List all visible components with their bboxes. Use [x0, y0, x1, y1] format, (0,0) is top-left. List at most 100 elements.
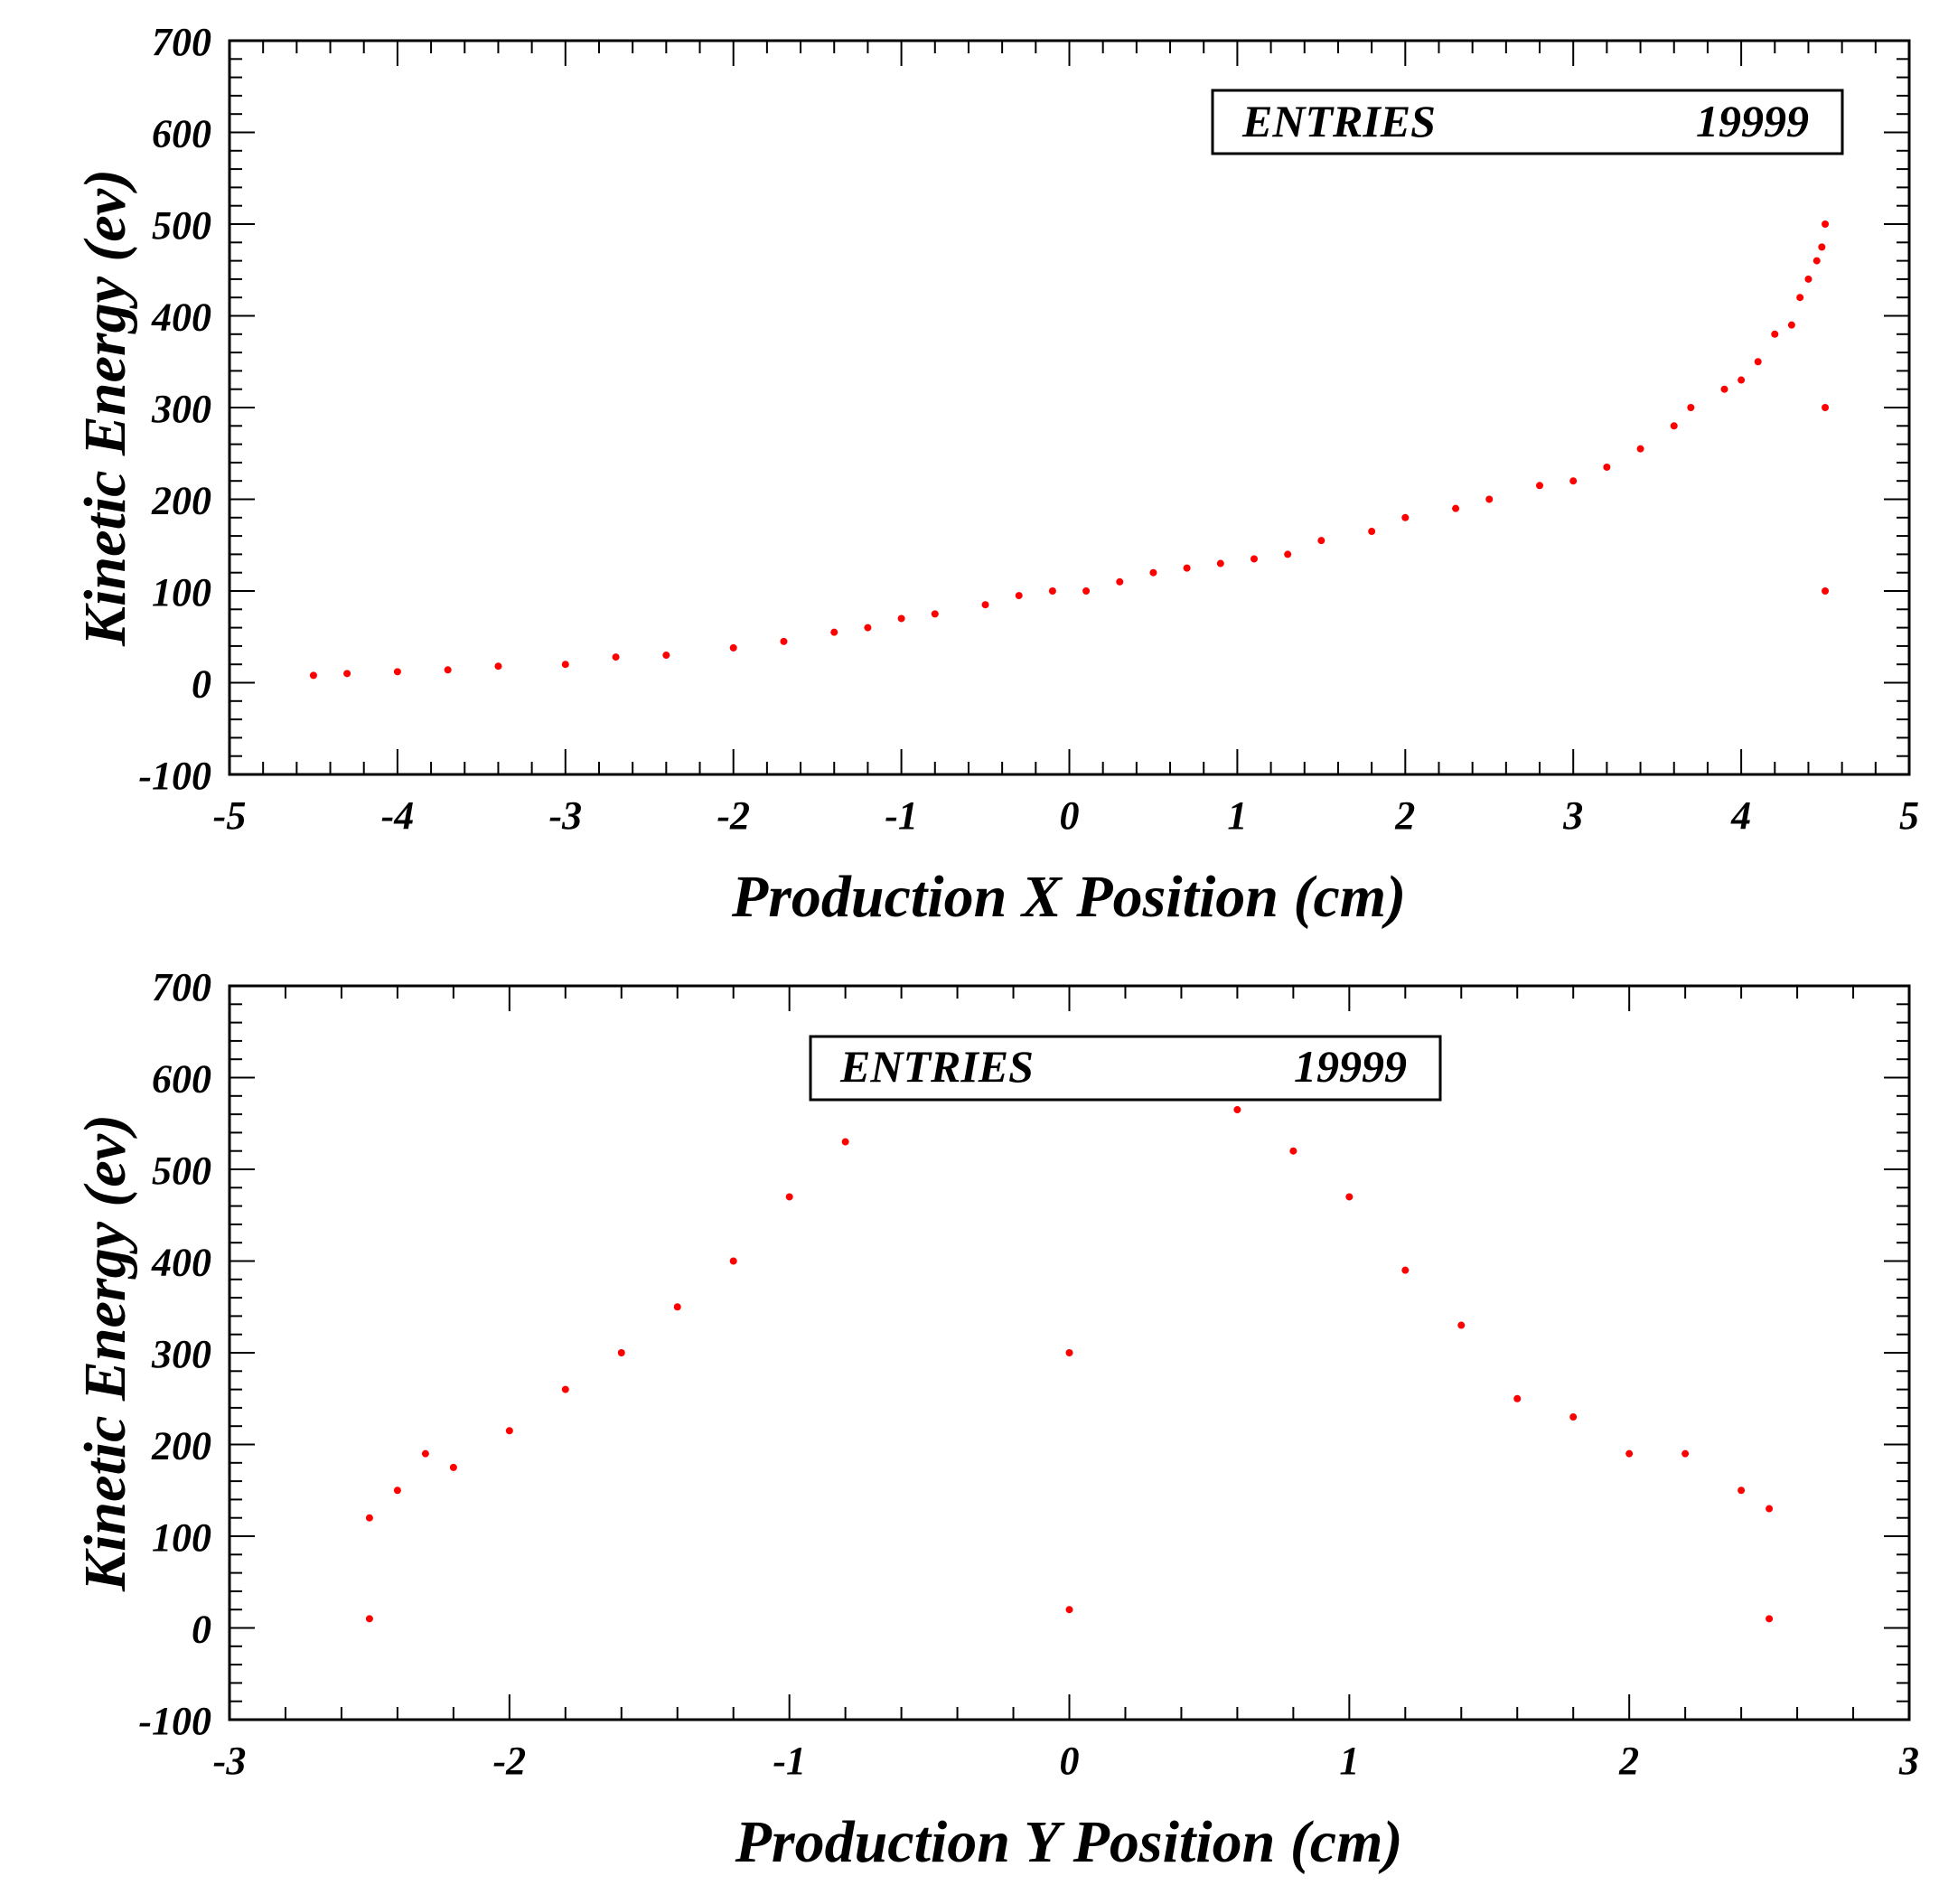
- y-tick-label: 400: [151, 295, 211, 340]
- scatter-point: [785, 1193, 793, 1201]
- scatter-point: [1787, 321, 1795, 329]
- x-tick-label: 2: [1618, 1739, 1639, 1783]
- scatter-point: [1822, 220, 1830, 228]
- scatter-point: [1457, 1321, 1466, 1329]
- scatter-point: [449, 1463, 457, 1471]
- stats-box-frame: [1211, 89, 1844, 155]
- scatter-point: [1284, 550, 1292, 558]
- scatter-point: [1738, 376, 1746, 384]
- x-axis-label: Production Y Position (cm): [735, 1809, 1403, 1875]
- x-tick-label: 1: [1227, 793, 1247, 838]
- x-tick-label: -1: [773, 1739, 806, 1783]
- scatter-point: [1250, 555, 1258, 563]
- scatter-point: [662, 652, 670, 660]
- stats-label: ENTRIES: [1241, 96, 1436, 146]
- scatter-point: [343, 670, 351, 678]
- y-axis-label: Kinetic Energy (ev): [72, 1114, 138, 1592]
- x-tick-label: 4: [1730, 793, 1751, 838]
- y-tick-label: 700: [152, 965, 211, 1009]
- scatter-point: [931, 610, 939, 618]
- scatter-point: [1183, 564, 1191, 572]
- scatter-point: [1681, 1449, 1690, 1458]
- scatter-points: [309, 110, 1830, 680]
- scatter-point: [1485, 495, 1494, 503]
- scatter-point: [1687, 404, 1695, 411]
- y-tick-label: 500: [152, 1149, 211, 1193]
- scatter-point: [1233, 1106, 1241, 1114]
- scatter-point: [1149, 568, 1157, 577]
- scatter-point: [1368, 528, 1376, 536]
- scatter-point: [864, 624, 872, 632]
- scatter-point: [1720, 385, 1728, 393]
- scatter-point: [729, 1257, 737, 1265]
- x-tick-label: -4: [381, 793, 415, 838]
- y-tick-label: 700: [152, 20, 211, 64]
- y-tick-label: 300: [151, 1332, 211, 1376]
- y-tick-label: 600: [152, 1057, 211, 1102]
- y-tick-label: 100: [152, 1515, 211, 1560]
- scatter-point: [1345, 1193, 1354, 1201]
- scatter-point: [841, 1138, 849, 1146]
- y-tick-label: -100: [138, 1699, 211, 1743]
- y-tick-labels: -100 0 100 200 300 400 500 600 700: [138, 965, 211, 1743]
- scatter-point: [1754, 358, 1762, 366]
- scatter-point: [1771, 330, 1779, 338]
- y-tick-label: 100: [152, 570, 211, 614]
- scatter-point: [1513, 1394, 1522, 1402]
- scatter-point: [1603, 463, 1611, 471]
- x-tick-label: -3: [213, 1739, 247, 1783]
- stats-box: ENTRIES 19999: [1211, 89, 1844, 155]
- scatter-point: [1738, 1487, 1746, 1495]
- scatter-point: [1065, 1606, 1073, 1614]
- scatter-point: [1401, 1266, 1410, 1274]
- scatter-point: [1048, 587, 1056, 595]
- scatter-point: [1766, 1505, 1774, 1513]
- scatter-point: [729, 643, 737, 652]
- x-tick-label: -5: [213, 793, 247, 838]
- scatter-point: [309, 671, 317, 680]
- scatter-point: [1569, 1413, 1578, 1421]
- scatter-point: [1625, 1449, 1634, 1458]
- axis-ticks: [229, 40, 1910, 775]
- stats-box: ENTRIES 19999: [809, 1035, 1442, 1102]
- x-tick-label: 3: [1562, 793, 1583, 838]
- scatter-point: [1065, 1349, 1073, 1356]
- scatter-point: [1015, 592, 1023, 600]
- scatter-point: [1796, 294, 1804, 302]
- scatter-point: [393, 668, 401, 676]
- scatter-point: [830, 628, 838, 636]
- x-tick-label: 2: [1394, 793, 1415, 838]
- scatter-point: [612, 653, 620, 661]
- y-tick-label: 0: [192, 662, 211, 707]
- stats-value: 19999: [1294, 1041, 1407, 1092]
- scatter-point: [365, 1615, 373, 1623]
- scatter-point: [617, 1349, 625, 1356]
- scatter-point: [1818, 243, 1826, 251]
- scatter-point: [1670, 422, 1678, 430]
- x-tick-label: 5: [1899, 793, 1919, 838]
- scatter-point: [1452, 504, 1460, 512]
- y-tick-label: 600: [152, 112, 211, 156]
- scatter-point: [561, 1385, 569, 1393]
- scatter-point: [1766, 1615, 1774, 1623]
- y-tick-label: 200: [151, 479, 211, 523]
- scatter-point: [1289, 1147, 1297, 1155]
- x-tick-label: -2: [493, 1739, 527, 1783]
- y-tick-label: 0: [192, 1608, 211, 1652]
- scatter-point: [444, 666, 452, 674]
- scatter-point: [673, 1303, 681, 1311]
- scatter-points: [365, 1055, 1774, 1623]
- x-tick-labels: -5 -4 -3 -2 -1 0 1 2 3 4 5: [213, 793, 1919, 838]
- y-tick-label: 500: [152, 203, 211, 248]
- x-tick-label: 1: [1339, 1739, 1359, 1783]
- stats-label: ENTRIES: [839, 1041, 1034, 1092]
- scatter-point: [1636, 445, 1644, 453]
- scatter-point: [1536, 482, 1544, 490]
- scatter-point: [1401, 513, 1410, 521]
- x-tick-label: -3: [548, 793, 582, 838]
- scatter-point: [1822, 587, 1830, 595]
- stats-box-frame: [809, 1035, 1442, 1102]
- scatter-point: [1804, 275, 1813, 283]
- scatter-point: [561, 661, 569, 669]
